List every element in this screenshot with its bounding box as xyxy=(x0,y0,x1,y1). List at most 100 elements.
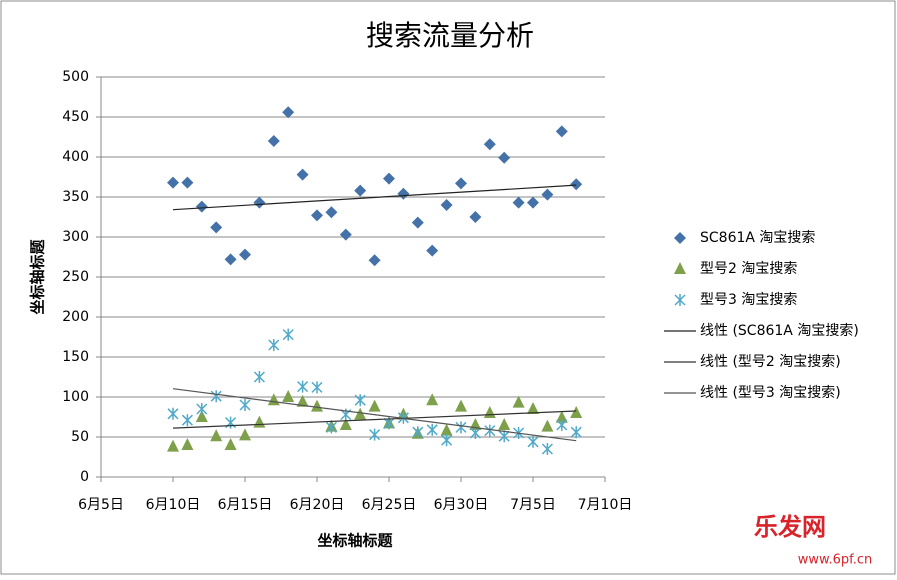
y-tick-label: 0 xyxy=(80,469,89,485)
watermark-url: www.6pf.cn xyxy=(798,553,873,568)
point xyxy=(339,418,352,430)
point xyxy=(555,125,568,138)
legend-marker xyxy=(674,262,686,274)
point xyxy=(440,423,453,436)
point xyxy=(282,328,294,341)
point xyxy=(325,206,338,219)
point xyxy=(311,209,323,222)
point xyxy=(282,390,295,402)
point xyxy=(196,403,208,415)
legend-label: 线性 (SC861A 淘宝搜索) xyxy=(700,322,859,339)
point xyxy=(426,244,439,257)
point xyxy=(224,253,237,266)
legend-label: SC861A 淘宝搜索 xyxy=(700,229,815,246)
point xyxy=(296,168,309,181)
point xyxy=(354,407,367,420)
y-axis-title: 坐标轴标题 xyxy=(29,239,47,315)
point xyxy=(441,434,453,447)
point xyxy=(339,228,352,241)
legend-marker xyxy=(674,232,686,244)
y-tick-label: 300 xyxy=(62,229,89,245)
point xyxy=(239,248,251,261)
point xyxy=(267,135,280,147)
trendline xyxy=(172,388,577,442)
point xyxy=(210,390,222,403)
point xyxy=(541,188,554,201)
point xyxy=(570,426,582,439)
point xyxy=(167,407,179,420)
point xyxy=(181,438,194,450)
y-tick-label: 350 xyxy=(62,189,89,205)
point xyxy=(469,211,482,223)
legend-marker xyxy=(674,294,686,306)
point xyxy=(325,421,337,434)
point xyxy=(455,421,467,434)
point xyxy=(282,106,295,119)
point xyxy=(210,221,223,234)
chart-title: 搜索流量分析 xyxy=(366,19,534,52)
point xyxy=(195,410,208,422)
legend-label: 线性 (型号2 淘宝搜索) xyxy=(700,353,841,370)
point xyxy=(541,443,553,455)
point xyxy=(512,196,525,209)
point xyxy=(397,187,410,200)
y-tick-label: 100 xyxy=(62,389,89,405)
y-tick-label: 250 xyxy=(62,269,89,285)
y-tick-label: 450 xyxy=(62,109,89,125)
point xyxy=(483,138,496,151)
point xyxy=(268,339,280,351)
point xyxy=(167,176,179,189)
x-tick-label: 6月5日 xyxy=(78,497,124,513)
x-tick-label: 6月10日 xyxy=(146,497,201,513)
point xyxy=(555,410,568,423)
point xyxy=(412,426,424,439)
legend-label: 型号3 淘宝搜索 xyxy=(700,291,797,308)
legend-label: 型号2 淘宝搜索 xyxy=(700,260,797,277)
point xyxy=(570,178,583,191)
x-tick-label: 6月20日 xyxy=(290,497,345,513)
y-tick-label: 150 xyxy=(62,349,89,365)
y-tick-label: 50 xyxy=(71,429,89,445)
point xyxy=(426,423,438,436)
point xyxy=(167,439,179,452)
y-tick-label: 500 xyxy=(62,69,89,85)
point xyxy=(311,399,323,412)
x-tick-label: 6月25日 xyxy=(362,497,417,513)
point xyxy=(411,216,424,229)
point xyxy=(195,200,208,213)
legend-label: 线性 (型号3 淘宝搜索) xyxy=(700,384,841,401)
y-tick-label: 200 xyxy=(62,309,89,325)
point xyxy=(527,402,539,414)
point xyxy=(484,424,496,437)
point xyxy=(181,176,194,189)
point xyxy=(297,380,309,393)
point xyxy=(296,394,309,407)
point xyxy=(541,419,554,432)
point xyxy=(311,381,323,394)
point xyxy=(239,428,251,441)
point xyxy=(239,399,251,411)
point xyxy=(354,394,366,407)
x-tick-label: 6月30日 xyxy=(434,497,489,513)
point xyxy=(368,399,381,412)
point xyxy=(498,151,511,164)
x-tick-label: 7月10日 xyxy=(578,497,633,513)
point xyxy=(369,428,381,441)
point xyxy=(224,438,237,450)
point xyxy=(455,177,467,190)
x-tick-label: 7月5日 xyxy=(510,497,556,513)
point xyxy=(440,199,453,211)
point xyxy=(498,430,510,443)
y-tick-label: 400 xyxy=(62,149,89,165)
watermark-text: 乐发网 xyxy=(754,513,826,541)
point xyxy=(354,184,367,197)
point xyxy=(556,419,568,431)
point xyxy=(253,196,266,209)
point xyxy=(210,429,223,442)
x-tick-label: 6月15日 xyxy=(218,497,273,513)
point xyxy=(383,172,395,185)
trendline xyxy=(172,184,577,211)
x-axis-title: 坐标轴标题 xyxy=(317,532,393,550)
